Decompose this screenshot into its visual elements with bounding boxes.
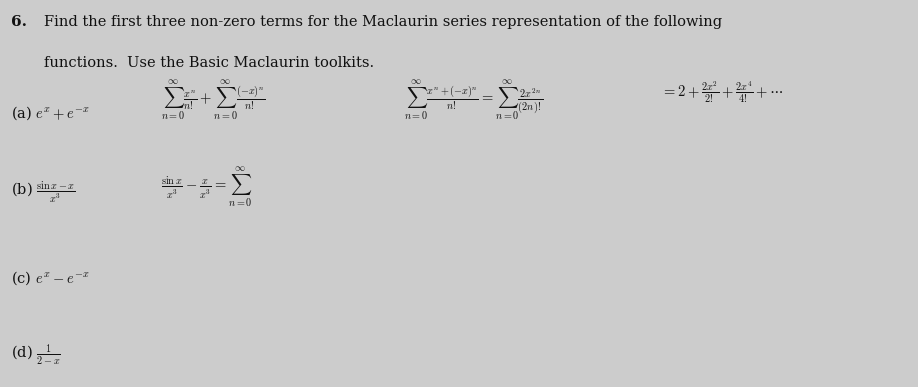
Text: (c) $e^x-e^{-x}$: (c) $e^x-e^{-x}$ [11,269,89,287]
Text: $\frac{\sin x}{x^3}-\frac{x}{x^3}=\sum_{n=0}^{\infty}$: $\frac{\sin x}{x^3}-\frac{x}{x^3}=\sum_{… [161,166,252,209]
Text: $=2+\frac{2x^2}{2!}+\frac{2x^4}{4!}+\cdots$: $=2+\frac{2x^2}{2!}+\frac{2x^4}{4!}+\cdo… [661,79,783,105]
Text: $\sum_{n=0}^{\infty}\frac{x^n+(-x)^n}{n!}=\sum_{n=0}^{\infty}\frac{2x^{2n}}{(2n): $\sum_{n=0}^{\infty}\frac{x^n+(-x)^n}{n!… [404,79,543,122]
Text: 6.: 6. [11,15,27,29]
Text: (d) $\frac{1}{2-x}$: (d) $\frac{1}{2-x}$ [11,342,61,367]
Text: Find the first three non-zero terms for the Maclaurin series representation of t: Find the first three non-zero terms for … [44,15,722,29]
Text: (a) $e^x+e^{-x}$: (a) $e^x+e^{-x}$ [11,104,90,122]
Text: $\sum_{n=0}^{\infty}\frac{x^n}{n!}+\sum_{n=0}^{\infty}\frac{(-x)^n}{n!}$: $\sum_{n=0}^{\infty}\frac{x^n}{n!}+\sum_… [161,79,265,122]
Text: (b) $\frac{\sin x-x}{x^3}$: (b) $\frac{\sin x-x}{x^3}$ [11,180,75,206]
Text: functions.  Use the Basic Maclaurin toolkits.: functions. Use the Basic Maclaurin toolk… [44,56,375,70]
